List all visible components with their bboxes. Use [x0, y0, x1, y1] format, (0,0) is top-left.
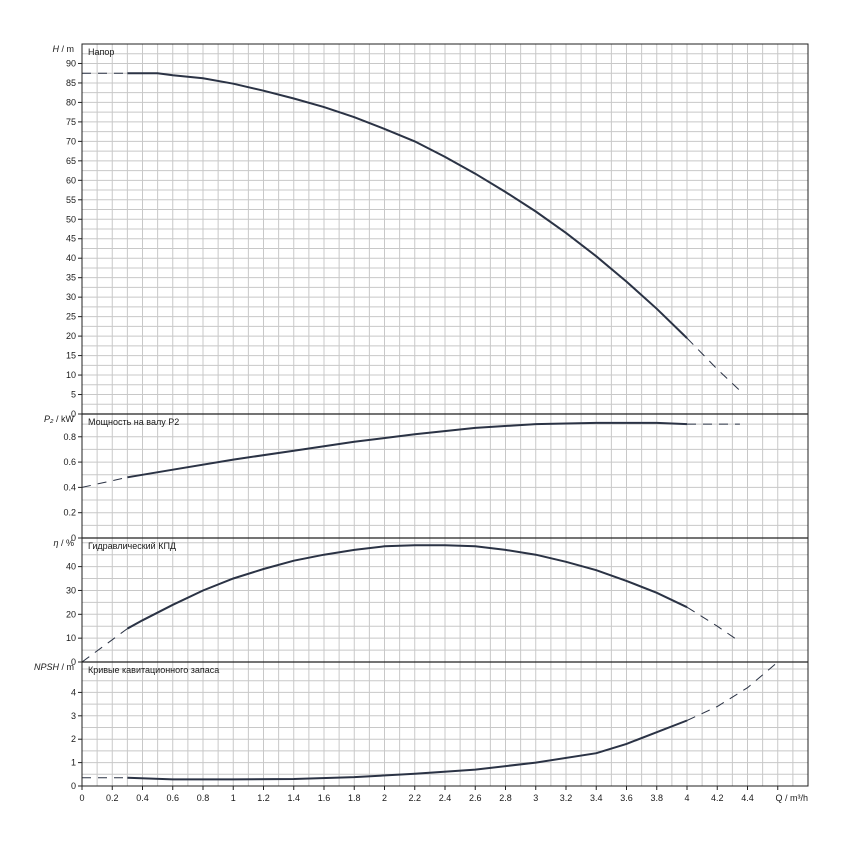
x-tick-label: 0.2: [106, 793, 119, 803]
x-tick-label: 1.4: [287, 793, 300, 803]
panel-title: Гидравлический КПД: [88, 541, 176, 551]
x-tick-label: 3.2: [560, 793, 573, 803]
curve-operating: [127, 421, 688, 479]
y-axis-separator: /: [59, 662, 67, 672]
x-tick-label: 4.4: [741, 793, 754, 803]
grid-layer: [82, 44, 808, 786]
y-tick-label: 4: [71, 687, 76, 697]
curve-extrapolated: [81, 628, 128, 663]
panel-title: Кривые кавитационного запаса: [88, 665, 219, 675]
x-tick-label: 3.8: [650, 793, 663, 803]
y-axis-symbol: P₂: [44, 414, 54, 424]
y-axis-unit: m: [67, 44, 75, 54]
x-tick-label: 2.6: [469, 793, 482, 803]
y-tick-label: 3: [71, 711, 76, 721]
x-tick-label: 0.8: [197, 793, 210, 803]
y-tick-label: 40: [66, 562, 76, 572]
y-tick-label: 0: [71, 533, 76, 543]
y-tick-label: 30: [66, 585, 76, 595]
y-tick-label: 2: [71, 734, 76, 744]
y-axis-label: P₂ / kW: [44, 414, 74, 424]
y-tick-label: 20: [66, 609, 76, 619]
y-tick-label: 0.6: [63, 457, 76, 467]
x-tick-label: 3.4: [590, 793, 603, 803]
x-tick-label: 0.6: [166, 793, 179, 803]
y-tick-label: 0.2: [63, 508, 76, 518]
y-tick-label: 80: [66, 97, 76, 107]
x-tick-label: 1: [231, 793, 236, 803]
y-axis-label: NPSH / m: [34, 662, 74, 672]
y-tick-label: 0: [71, 409, 76, 419]
y-tick-label: 55: [66, 195, 76, 205]
x-tick-label: 4.2: [711, 793, 724, 803]
panel-title: Мощность на валу P2: [88, 417, 179, 427]
y-tick-label: 25: [66, 312, 76, 322]
y-tick-label: 35: [66, 273, 76, 283]
y-tick-label: 20: [66, 331, 76, 341]
y-tick-label: 75: [66, 117, 76, 127]
curve-operating: [126, 544, 688, 630]
x-tick-label: 1.2: [257, 793, 270, 803]
curve-extrapolated: [686, 661, 779, 721]
y-tick-label: 50: [66, 214, 76, 224]
curve-operating: [127, 719, 688, 781]
x-tick-label: 1.8: [348, 793, 361, 803]
y-tick-label: 60: [66, 175, 76, 185]
y-axis-symbol: NPSH: [34, 662, 60, 672]
x-tick-label: 2: [382, 793, 387, 803]
x-tick-label: 0: [79, 793, 84, 803]
x-tick-label: 3.6: [620, 793, 633, 803]
y-tick-label: 0.8: [63, 432, 76, 442]
y-axis-unit: kW: [61, 414, 75, 424]
curve-operating: [127, 72, 688, 339]
y-tick-label: 15: [66, 351, 76, 361]
text-layer: 051015202530354045505560657075808590Напо…: [34, 44, 808, 803]
y-tick-label: 5: [71, 390, 76, 400]
x-tick-label: 2.8: [499, 793, 512, 803]
y-axis-separator: /: [59, 44, 67, 54]
x-tick-label: 4: [684, 793, 689, 803]
y-tick-label: 0.4: [63, 482, 76, 492]
y-tick-label: 0: [71, 657, 76, 667]
frame-layer: [78, 43, 809, 790]
y-axis-unit: m: [67, 662, 75, 672]
x-tick-label: 1.6: [318, 793, 331, 803]
y-axis-symbol: η: [53, 538, 58, 548]
curve-extrapolated: [686, 337, 741, 391]
y-tick-label: 30: [66, 292, 76, 302]
curve-extrapolated: [81, 476, 128, 488]
y-tick-label: 0: [71, 781, 76, 791]
panel-title: Напор: [88, 47, 114, 57]
y-tick-label: 45: [66, 234, 76, 244]
x-tick-label: 2.2: [408, 793, 421, 803]
y-axis-label: η / %: [53, 538, 74, 548]
y-tick-label: 65: [66, 156, 76, 166]
y-axis-separator: /: [53, 414, 61, 424]
y-tick-label: 1: [71, 758, 76, 768]
y-axis-separator: /: [58, 538, 66, 548]
y-axis-symbol: H: [52, 44, 59, 54]
x-tick-label: 3: [533, 793, 538, 803]
x-tick-label: 0.4: [136, 793, 149, 803]
y-tick-label: 10: [66, 370, 76, 380]
y-axis-unit: %: [66, 538, 74, 548]
x-tick-label: 2.4: [439, 793, 452, 803]
y-axis-label: H / m: [52, 44, 74, 54]
curves-layer: [81, 72, 779, 781]
y-tick-label: 85: [66, 78, 76, 88]
y-tick-label: 70: [66, 136, 76, 146]
y-tick-label: 40: [66, 253, 76, 263]
y-tick-label: 10: [66, 633, 76, 643]
x-axis-label: Q / m³/h: [775, 793, 808, 803]
curve-extrapolated: [686, 606, 741, 643]
y-tick-label: 90: [66, 58, 76, 68]
